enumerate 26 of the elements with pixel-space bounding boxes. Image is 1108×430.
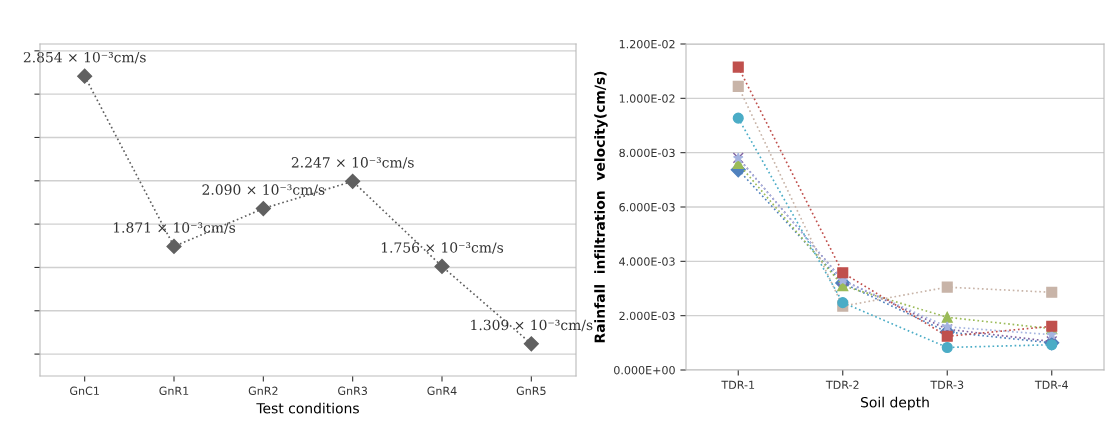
x-axis-title: Test conditions [256, 402, 359, 414]
x-tick-label: TDR-4 [1034, 380, 1068, 389]
x-tick-label: GnR3 [338, 386, 367, 396]
data-label: 2.090 × 10⁻³cm/s [202, 184, 325, 196]
y-tick-label: 8.000E-03 [619, 148, 675, 158]
x-axis-title: Soil depth [860, 396, 929, 411]
x-tick-label: GnR5 [516, 386, 546, 396]
x-tick-label: GnR1 [159, 386, 189, 396]
data-label: 2.247 × 10⁻³cm/s [291, 157, 414, 169]
y-axis-title: Rainfall infiltration velocity(cm/s) [594, 71, 608, 343]
x-tick-label: TDR-3 [930, 380, 964, 390]
y-tick-label: 1.000E-02 [619, 94, 675, 103]
data-label: 1.309 × 10⁻³cm/s [471, 319, 593, 332]
y-tick-label: 6.000E-03 [619, 202, 675, 212]
y-tick-label: 2.000E-03 [619, 311, 675, 321]
y-tick-label: 0.000E+00 [614, 365, 675, 375]
x-tick-label: TDR-1 [721, 380, 755, 389]
x-tick-label: GnR4 [427, 386, 457, 396]
y-tick-label: 4.000E-03 [619, 257, 675, 266]
x-tick-label: GnC1 [70, 386, 99, 396]
x-tick-label: GnR2 [248, 386, 278, 396]
data-label: 2.854 × 10⁻³cm/s [23, 51, 146, 64]
data-label: 1.756 × 10⁻³cm/s [381, 242, 504, 254]
x-tick-label: TDR-2 [825, 380, 859, 389]
y-tick-label: 1.200E-02 [619, 39, 675, 49]
data-label: 1.871 × 10⁻³cm/s [113, 222, 236, 234]
